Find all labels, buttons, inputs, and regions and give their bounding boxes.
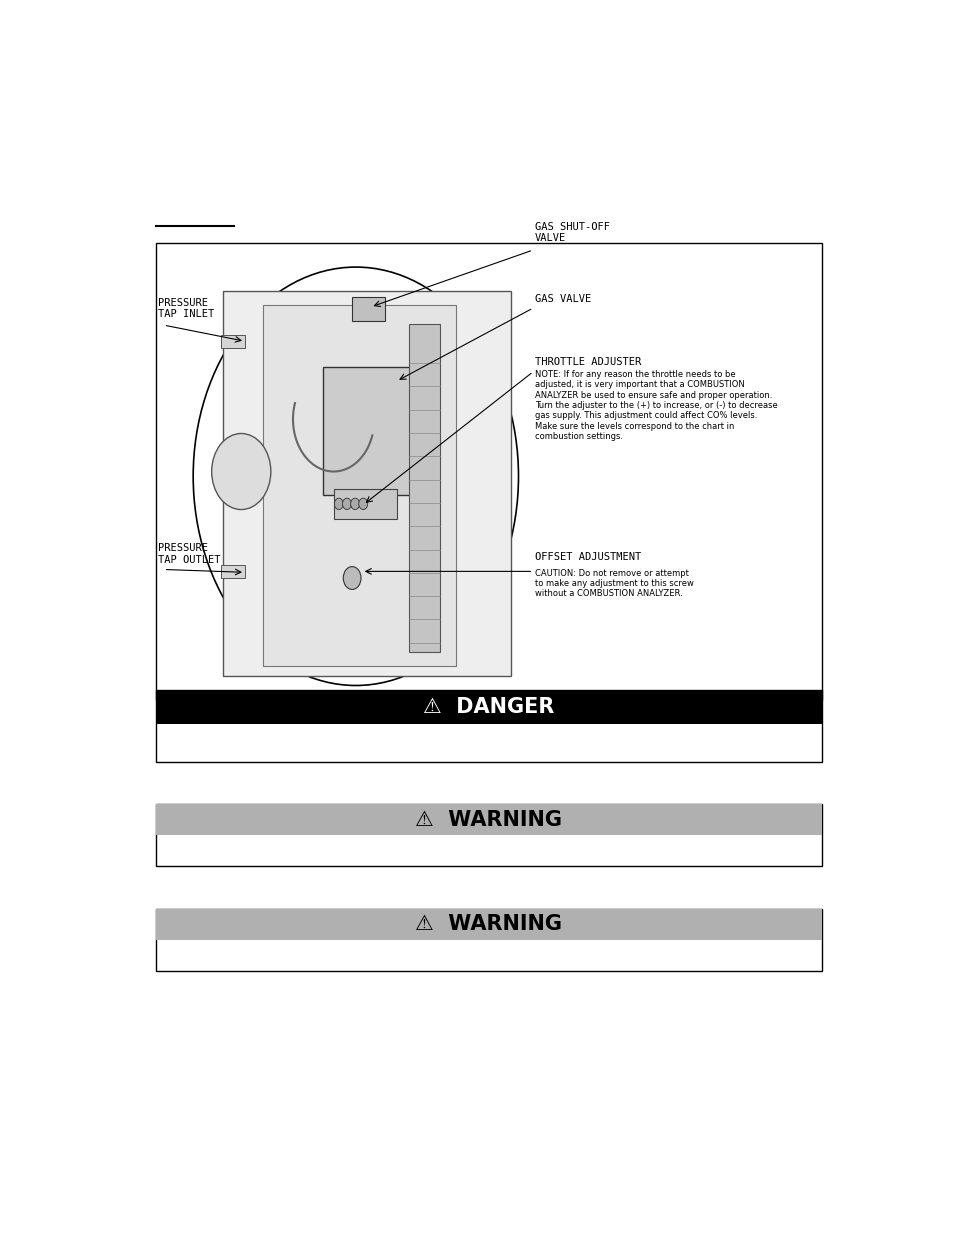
Circle shape: [351, 498, 359, 510]
Bar: [156, 804, 821, 866]
Circle shape: [342, 498, 351, 510]
Text: –: –: [174, 704, 181, 718]
Circle shape: [212, 433, 271, 510]
Bar: [156, 690, 821, 724]
Text: PRESSURE
TAP INLET: PRESSURE TAP INLET: [158, 298, 214, 320]
Bar: [352, 298, 385, 321]
Circle shape: [343, 567, 360, 589]
Bar: [263, 305, 456, 667]
Text: GAS VALVE: GAS VALVE: [535, 294, 591, 304]
Text: ⚠  DANGER: ⚠ DANGER: [423, 697, 554, 718]
Bar: [156, 690, 821, 762]
Text: ⚠  WARNING: ⚠ WARNING: [415, 914, 562, 935]
Bar: [322, 367, 415, 495]
Bar: [156, 804, 821, 835]
Text: OFFSET ADJUSTMENT: OFFSET ADJUSTMENT: [535, 552, 640, 562]
Bar: [222, 291, 511, 676]
Text: ⚠  WARNING: ⚠ WARNING: [415, 810, 562, 830]
Bar: [156, 909, 821, 971]
Circle shape: [358, 498, 367, 510]
Bar: [156, 243, 821, 700]
Text: GAS SHUT-OFF
VALVE: GAS SHUT-OFF VALVE: [535, 222, 609, 243]
Text: CAUTION: Do not remove or attempt
to make any adjustment to this screw
without a: CAUTION: Do not remove or attempt to mak…: [535, 568, 693, 598]
Circle shape: [335, 498, 343, 510]
Bar: [334, 489, 396, 519]
Bar: [409, 324, 439, 652]
Bar: [221, 335, 245, 348]
Text: PRESSURE
TAP OUTLET: PRESSURE TAP OUTLET: [158, 543, 221, 564]
Bar: [221, 564, 245, 578]
Text: NOTE: If for any reason the throttle needs to be
adjusted, it is very important : NOTE: If for any reason the throttle nee…: [535, 369, 777, 441]
Bar: [156, 909, 821, 940]
Text: THROTTLE ADJUSTER: THROTTLE ADJUSTER: [535, 357, 640, 367]
